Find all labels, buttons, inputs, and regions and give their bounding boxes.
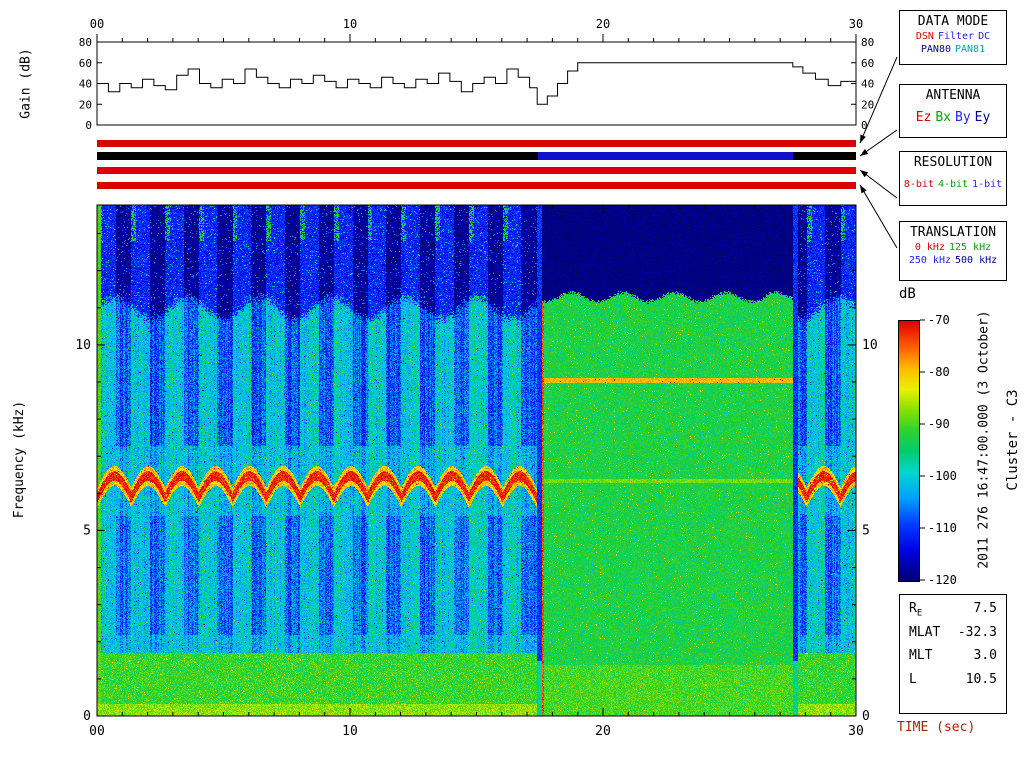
mode-pan80-label: PAN80 [920,44,951,55]
axis-tick-label: 80 [861,36,874,49]
ephemeris-panel: RE 7.5 MLAT -32.3 MLT 3.0 L 10.5 [899,594,1007,714]
axis-tick-label: 20 [79,98,92,111]
axis-tick-label: 5 [83,523,91,538]
ephemeris-value: 3.0 [973,648,997,664]
axis-tick-label: 5 [862,523,870,538]
ephemeris-label: L [909,671,917,687]
translation-bar [97,182,856,189]
data-mode-row-2: PAN80 PAN81 [900,44,1006,55]
resolution-title: RESOLUTION [913,155,993,170]
translation-row-2: 250 kHz 500 kHz [900,255,1006,266]
antenna-row: Ez Bx By Ey [900,110,1006,125]
antenna-ey-label: Ey [974,110,991,125]
data-mode-bar [97,140,856,147]
ephemeris-label: MLAT [909,624,941,640]
arrow-line [859,129,898,157]
antenna-panel: ANTENNA Ez Bx By Ey [899,84,1007,138]
trans-0khz-label: 0 kHz [914,242,945,253]
colorbar-tick-label: -120 [928,573,957,587]
colorbar-tick-label: -70 [928,313,950,327]
arrow-line [859,169,898,199]
resolution-row: 8-bit 4-bit 1-bit [900,179,1006,190]
colorbar-unit-label: dB [899,286,916,302]
antenna-ez-label: Ez [915,110,932,125]
mode-dc-label: DC [978,31,991,42]
trans-250khz-label: 250 kHz [908,255,951,266]
ephemeris-label: MLT [909,648,933,664]
arrow-head [860,185,867,194]
translation-bar-segment [97,182,856,189]
ephemeris-value: -32.3 [957,624,997,640]
ephemeris-row-re: RE 7.5 [900,595,1006,619]
antenna-bar [97,152,856,160]
data-mode-title: DATA MODE [917,14,989,29]
axis-tick-label: 40 [79,78,92,91]
arrow-line [859,184,898,249]
axis-tick-label: 10 [75,338,91,353]
ephemeris-value: 10.5 [965,671,997,687]
ephemeris-row-mlat: MLAT -32.3 [900,619,1006,643]
axis-tick-label: 80 [79,36,92,49]
colorbar-tick-label: -110 [928,521,957,535]
axis-tick-label: 30 [848,724,864,739]
gain-axis-label: Gain (dB) [18,48,34,119]
colorbar-canvas [898,320,920,582]
time-axis-label: TIME (sec) [897,720,976,735]
trans-500khz-label: 500 kHz [955,255,998,266]
axis-tick-label: 20 [861,98,874,111]
res-4bit-label: 4-bit [937,179,969,190]
resolution-bar-segment [97,167,856,174]
axis-tick-label: 0 [83,709,91,724]
mode-pan81-label: PAN81 [955,44,986,55]
axis-tick-label: 20 [595,724,611,739]
data-mode-bar-segment [97,140,856,147]
axis-tick-label: 00 [89,724,105,739]
res-1bit-label: 1-bit [972,179,1003,190]
axis-tick-label: 10 [862,338,878,353]
arrow-line [859,56,898,144]
ephemeris-row-l: L 10.5 [900,666,1006,690]
arrow-head [860,134,866,143]
translation-row-1: 0 kHz 125 kHz [900,242,1006,253]
antenna-title: ANTENNA [925,88,981,103]
data-mode-panel: DATA MODE DSN Filter DC PAN80 PAN81 [899,10,1007,65]
antenna-bar-segment [792,152,856,160]
axis-tick-label: 0 [861,119,868,132]
antenna-bar-segment [538,152,793,160]
status-bars [97,0,856,200]
spectrogram-canvas [97,205,856,716]
axis-tick-label: 10 [342,724,358,739]
trans-125khz-label: 125 kHz [948,242,992,253]
resolution-panel: RESOLUTION 8-bit 4-bit 1-bit [899,151,1007,206]
axis-tick-label: 60 [861,57,874,70]
translation-panel: TRANSLATION 0 kHz 125 kHz 250 kHz 500 kHz [899,221,1007,281]
ephemeris-row-mlt: MLT 3.0 [900,642,1006,666]
ephemeris-value: 7.5 [973,601,997,616]
axis-tick-label: 0 [862,709,870,724]
colorbar-tick-label: -80 [928,365,950,379]
mode-filter-label: Filter [937,31,975,42]
mode-dsn-label: DSN [915,31,934,42]
ephemeris-label: RE [909,601,923,619]
res-8bit-label: 8-bit [903,179,934,190]
date-label: 2011 276 16:47:00.000 (3 October) [976,310,992,569]
axis-tick-label: 40 [861,78,874,91]
frequency-axis-label: Frequency (kHz) [12,400,27,519]
colorbar-tick-label: -100 [928,469,957,483]
antenna-by-label: By [955,110,971,125]
data-mode-row-1: DSN Filter DC [900,31,1006,42]
antenna-bar-segment [97,152,539,160]
resolution-bar [97,167,856,174]
axis-tick-label: 0 [85,119,92,132]
axis-tick-label: 60 [79,57,92,70]
arrow-head [860,170,869,178]
translation-title: TRANSLATION [909,225,997,240]
spacecraft-label: Cluster - C3 [1005,389,1021,491]
colorbar-tick-label: -90 [928,417,950,431]
arrow-head [860,148,869,156]
antenna-bx-label: Bx [935,110,951,125]
